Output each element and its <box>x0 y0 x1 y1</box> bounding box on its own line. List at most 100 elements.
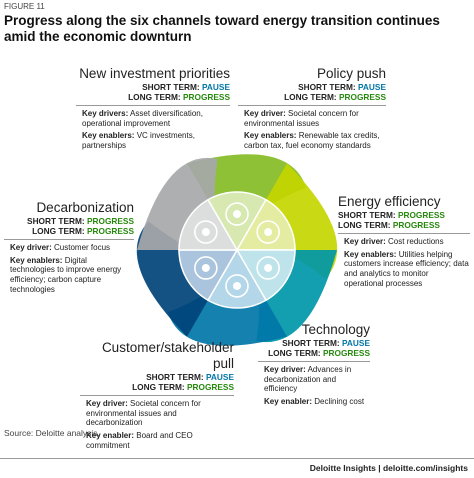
status-label: SHORT TERM: <box>282 338 340 348</box>
channel: New investment priorities SHORT TERM: PAU… <box>76 66 230 154</box>
key-text: Advances in decarbonization and efficien… <box>264 365 352 394</box>
key-text: Digital technologies to improve energy e… <box>10 255 122 294</box>
key-driver: Key driver: Customer focus <box>4 243 134 253</box>
key-label: Key enablers: <box>244 131 297 141</box>
status-row: SHORT TERM: PAUSE <box>80 372 234 383</box>
key-driver: Key drivers: Asset diversification, oper… <box>76 109 230 128</box>
inner-sector <box>206 191 268 252</box>
key-label: Key drivers: <box>82 109 129 119</box>
status-row: LONG TERM: PROGRESS <box>4 225 134 237</box>
key-label: Key enabler: <box>86 430 135 440</box>
key-enabler: Key enablers: VC investments, partnershi… <box>76 131 230 150</box>
rule <box>4 239 134 241</box>
divider <box>0 458 474 459</box>
status-value: PAUSE <box>342 338 370 348</box>
status-label: LONG TERM: <box>128 91 181 102</box>
status-value: PAUSE <box>206 372 234 382</box>
icon <box>225 274 249 298</box>
icon <box>256 220 280 244</box>
icon <box>256 256 280 280</box>
key-label: Key enablers: <box>344 249 397 259</box>
key-label: Key driver: <box>264 365 306 375</box>
key-label: Key driver: <box>86 399 128 409</box>
channel-name: Technology <box>301 322 370 337</box>
key-text: Customer focus <box>54 243 111 253</box>
icon <box>194 256 218 280</box>
icon-dot <box>201 228 210 237</box>
key-text: Asset diversification, operational impro… <box>82 109 203 128</box>
status-value: PROGRESS <box>186 381 234 392</box>
status-value: PROGRESS <box>338 91 386 102</box>
status-label: SHORT TERM: <box>338 210 396 220</box>
status-value: PROGRESS <box>322 347 370 358</box>
icon-dot <box>264 228 273 237</box>
icon-dot <box>201 263 210 272</box>
source: Source: Deloitte analysis. <box>4 428 100 438</box>
status-row: SHORT TERM: PAUSE <box>238 82 386 93</box>
status-row: SHORT TERM: PROGRESS <box>338 210 470 221</box>
key-driver: Key driver: Societal concern for environ… <box>80 399 234 428</box>
key-text: Societal concern for environmental issue… <box>244 109 359 128</box>
status-row: SHORT TERM: PROGRESS <box>4 216 134 227</box>
status-value: PROGRESS <box>392 219 440 230</box>
key-label: Key driver: <box>244 109 286 119</box>
rule <box>76 105 230 107</box>
status-label: LONG TERM: <box>32 225 85 236</box>
channel: Decarbonization SHORT TERM: PROGRESS LONG … <box>4 200 134 297</box>
status-row: LONG TERM: PROGRESS <box>80 381 234 393</box>
key-text: Cost reductions <box>388 237 444 247</box>
status-row: LONG TERM: PROGRESS <box>76 91 230 103</box>
key-text: VC investments, partnerships <box>82 131 195 150</box>
channel-name: Decarbonization <box>36 200 134 215</box>
inner-sector <box>206 248 268 309</box>
inner-sector <box>178 198 239 251</box>
status-label: SHORT TERM: <box>298 82 356 92</box>
channel-name: New investment priorities <box>79 66 230 81</box>
key-text: Declining cost <box>314 396 365 406</box>
status-value: PROGRESS <box>182 91 230 102</box>
key-enabler: Key enablers: Renewable tax credits, car… <box>238 131 386 150</box>
key-enabler: Key enabler: Board and CEO commitment <box>80 431 234 450</box>
status-label: LONG TERM: <box>284 91 337 102</box>
key-text: Societal concern for environmental issue… <box>86 399 201 428</box>
status-value: PROGRESS <box>86 216 134 226</box>
rule <box>258 361 370 363</box>
status-row: LONG TERM: PROGRESS <box>338 219 470 231</box>
key-label: Key driver: <box>10 243 52 253</box>
channel: Customer/stakeholder pull SHORT TERM: PAU… <box>80 340 234 453</box>
status-label: SHORT TERM: <box>27 216 85 226</box>
icon-dot <box>233 210 241 219</box>
status-value: PROGRESS <box>86 225 134 236</box>
status-label: LONG TERM: <box>132 381 185 392</box>
key-text: Board and CEO commitment <box>86 430 193 450</box>
key-text: Utilities helping customers increase eff… <box>344 249 469 288</box>
key-label: Key driver: <box>344 237 386 247</box>
rule <box>80 395 234 397</box>
channel: Policy push SHORT TERM: PAUSE LONG TERM: P… <box>238 66 386 154</box>
status-row: LONG TERM: PROGRESS <box>238 91 386 103</box>
status-value: PAUSE <box>202 82 230 92</box>
title: Progress along the six channels toward e… <box>4 13 440 44</box>
inner-sector <box>178 249 239 302</box>
status-label: LONG TERM: <box>338 219 391 230</box>
icon <box>194 220 218 244</box>
key-enabler: Key enabler: Declining cost <box>258 397 370 407</box>
rule <box>338 233 470 235</box>
status-label: LONG TERM: <box>268 347 321 358</box>
icon-dot <box>264 263 273 272</box>
key-label: Key enabler: <box>264 396 313 406</box>
inner-sector <box>235 249 296 302</box>
status-row: SHORT TERM: PAUSE <box>258 338 370 349</box>
channel: Energy efficiency SHORT TERM: PROGRESS LON… <box>338 194 470 291</box>
status-value: PROGRESS <box>397 210 445 220</box>
key-enabler: Key enablers: Digital technologies to im… <box>4 256 134 294</box>
key-enabler: Key enablers: Utilities helping customer… <box>338 250 470 288</box>
key-driver: Key driver: Cost reductions <box>338 237 470 247</box>
key-text: Renewable tax credits, carbon tax, fuel … <box>244 131 380 150</box>
status-value: PAUSE <box>358 82 386 92</box>
icon <box>225 202 249 226</box>
inner-sector <box>235 198 296 251</box>
rule <box>238 105 386 107</box>
